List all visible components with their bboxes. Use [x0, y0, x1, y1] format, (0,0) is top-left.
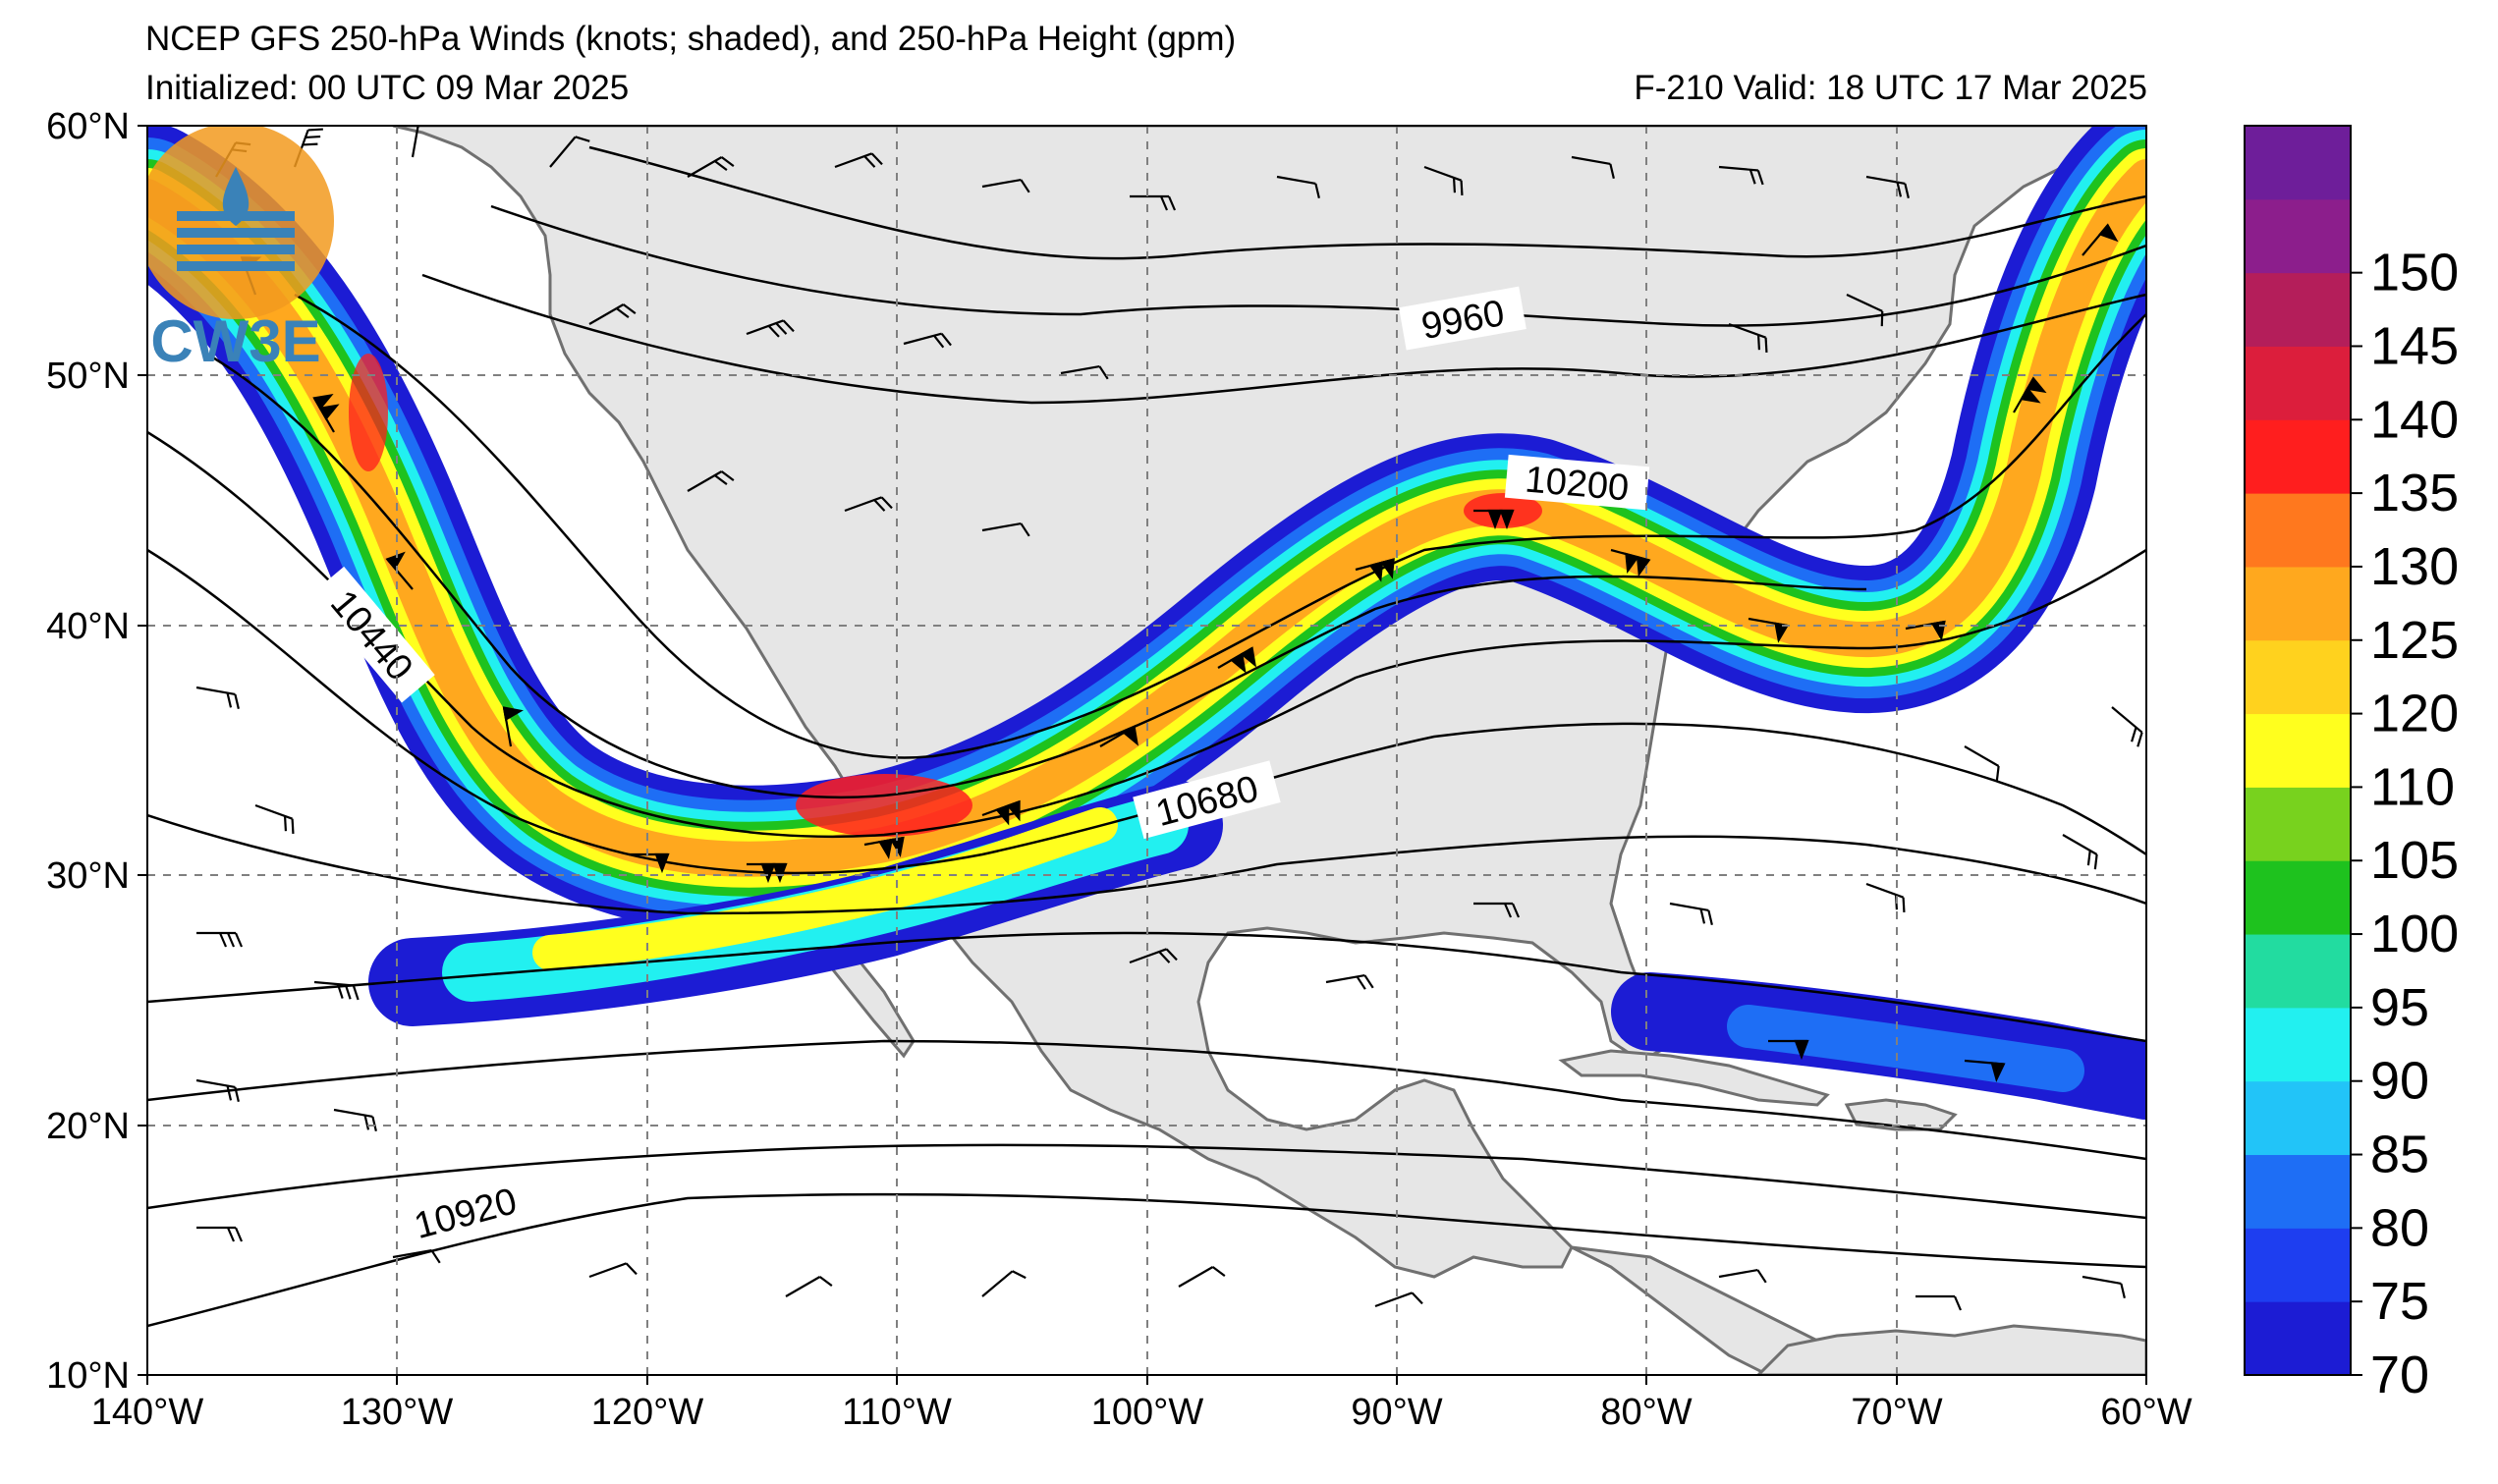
colorbar-swatch: [2245, 1007, 2351, 1082]
colorbar-swatch: [2245, 272, 2351, 347]
lat-tick-label: 40°N: [46, 606, 130, 647]
cw3e-logo: CW3E: [147, 126, 334, 374]
land-south-america: [1755, 1324, 2146, 1375]
colorbar-swatch: [2245, 126, 2351, 200]
colorbar-tick-label: 70: [2370, 1346, 2429, 1404]
colorbar-tick-label: 140: [2370, 390, 2459, 449]
lon-tick-label: 130°W: [341, 1392, 454, 1433]
colorbar-tick-label: 105: [2370, 831, 2459, 890]
lat-tick-label: 60°N: [46, 106, 130, 147]
colorbar-swatch: [2245, 639, 2351, 715]
lon-tick-label: 110°W: [842, 1392, 952, 1433]
colorbar-swatch: [2245, 1228, 2351, 1302]
colorbar-swatch: [2245, 860, 2351, 935]
lon-tick-label: 90°W: [1351, 1392, 1442, 1433]
colorbar-swatch: [2245, 1080, 2351, 1156]
colorbar-labels: 70 75 80 85 90 95 100 105 110 120 125 130 135 140 145 1…: [2351, 244, 2459, 1404]
colorbar-tick-label: 85: [2370, 1126, 2429, 1184]
map-title: NCEP GFS 250-hPa Winds (knots; shaded), …: [145, 20, 1237, 58]
colorbar-swatch: [2245, 1154, 2351, 1229]
colorbar-swatch: [2245, 787, 2351, 861]
jet-stream-main: [147, 126, 2146, 933]
colorbar-tick-label: 125: [2370, 611, 2459, 670]
cw3e-logo-text: CW3E: [150, 308, 320, 374]
colorbar-tick-label: 110: [2370, 757, 2455, 816]
lat-tick-label: 20°N: [46, 1106, 130, 1147]
init-time: Initialized: 00 UTC 09 Mar 2025: [145, 69, 630, 107]
valid-time: F-210 Valid: 18 UTC 17 Mar 2025: [1634, 69, 2147, 107]
colorbar-tick-label: 75: [2370, 1272, 2429, 1331]
height-contours: [147, 145, 2146, 1328]
colorbar-tick-label: 150: [2370, 244, 2459, 302]
colorbar-swatches: [2245, 126, 2351, 1376]
colorbar-swatch: [2245, 419, 2351, 494]
colorbar-tick-label: 100: [2370, 905, 2459, 963]
colorbar-swatch: [2245, 346, 2351, 420]
colorbar-swatch: [2245, 713, 2351, 788]
colorbar-swatch: [2245, 934, 2351, 1009]
axis-ticks: [138, 125, 2147, 1385]
lon-tick-label: 60°W: [2100, 1392, 2192, 1433]
lon-tick-label: 100°W: [1091, 1392, 1204, 1433]
colorbar-tick-label: 120: [2370, 685, 2459, 743]
lat-tick-label: 30°N: [46, 855, 130, 897]
land-cuba: [1558, 1049, 1830, 1107]
lat-tick-labels: 60°N 50°N 40°N 30°N 20°N 10°N: [46, 106, 130, 1397]
lon-tick-label: 70°W: [1851, 1392, 1942, 1433]
lat-tick-label: 10°N: [46, 1355, 130, 1397]
lon-tick-labels: 140°W 130°W 120°W 110°W 100°W 90°W 80°W …: [91, 1392, 2193, 1433]
colorbar-tick-label: 95: [2370, 978, 2429, 1037]
colorbar-swatch: [2245, 198, 2351, 274]
wind-barbs: [195, 126, 2143, 1311]
svg-text:10200: 10200: [1524, 459, 1631, 509]
colorbar-swatch: [2245, 493, 2351, 568]
contour-label-10200: 10200: [1504, 454, 1650, 511]
colorbar-tick-label: 135: [2370, 464, 2459, 522]
lat-tick-label: 50°N: [46, 356, 130, 397]
colorbar-tick-label: 130: [2370, 537, 2459, 596]
lon-tick-label: 80°W: [1600, 1392, 1692, 1433]
colorbar-tick-label: 80: [2370, 1198, 2429, 1257]
colorbar: 70 75 80 85 90 95 100 105 110 120 125 130 135 140 145 1…: [2244, 125, 2459, 1404]
jet-max-pacific: [349, 354, 388, 471]
colorbar-tick-label: 90: [2370, 1052, 2429, 1111]
map-content: 9960 10200 10440 10680 10920: [147, 126, 2146, 1375]
colorbar-swatch: [2245, 1301, 2351, 1376]
colorbar-swatch: [2245, 566, 2351, 641]
lon-tick-label: 120°W: [591, 1392, 704, 1433]
colorbar-tick-label: 145: [2370, 316, 2459, 375]
lon-tick-label: 140°W: [91, 1392, 204, 1433]
colorbar-border: [2244, 125, 2352, 1376]
gridlines: [147, 126, 2146, 1375]
